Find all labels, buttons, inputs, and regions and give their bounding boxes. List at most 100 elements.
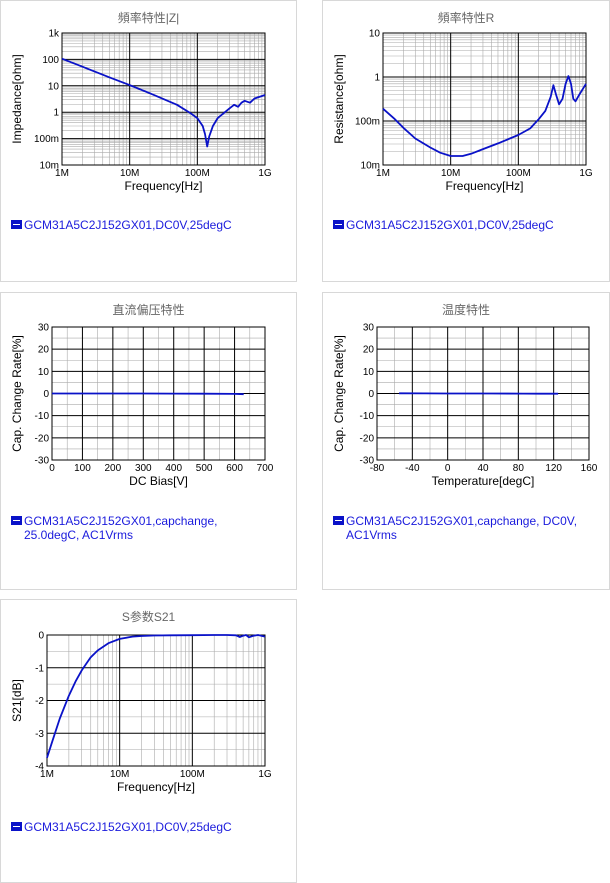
legend-label: GCM31A5C2J152GX01,DC0V,25degC (24, 218, 232, 232)
legend-label: GCM31A5C2J152GX01,DC0V,25degC (346, 218, 554, 232)
resistance-chart: 1M 10M 100M 1G 10m 100m 1 10 Frequency[Hz] Resist… (332, 29, 593, 194)
y-axis-label: Impedance[ohm] (10, 54, 24, 143)
y-tick-label: 0 (368, 389, 374, 400)
panel-title: 温度特性 (441, 303, 490, 317)
y-tick-label: 1k (48, 29, 60, 40)
y-tick-label: -20 (35, 433, 50, 444)
series-line (52, 392, 244, 396)
legend[interactable]: GCM31A5C2J152GX01,DC0V,25degC (11, 218, 232, 232)
x-tick-label: 400 (165, 463, 182, 474)
legend[interactable]: GCM31A5C2J152GX01,DC0V,25degC (11, 820, 232, 834)
panel-title: 頻率特性|Z| (117, 11, 180, 25)
y-tick-label: 10 (369, 29, 381, 40)
x-tick-label: 100M (180, 769, 205, 780)
dc-bias-panel: 直流偏压特性 0 100 200 300 400 500 600 700 -30 -20 -10 0 1… (0, 292, 297, 590)
y-axis-label: S21[dB] (10, 679, 24, 722)
x-tick-label: 10M (120, 168, 139, 179)
x-axis-label: Frequency[Hz] (445, 179, 523, 193)
y-tick-label: 10 (38, 367, 50, 378)
x-tick-label: 500 (196, 463, 213, 474)
s21-chart: 1M 10M 100M 1G -4 -3 -2 -1 0 Frequency[Hz] S21[dB] (10, 631, 272, 795)
legend-label: GCM31A5C2J152GX01,DC0V,25degC (24, 820, 232, 834)
x-tick-label: 160 (581, 463, 598, 474)
legend-swatch-icon (11, 220, 22, 229)
x-tick-label: 700 (257, 463, 274, 474)
y-tick-label: 30 (38, 323, 50, 334)
x-tick-label: 100M (506, 168, 531, 179)
y-tick-label: 30 (363, 323, 375, 334)
series-line (61, 57, 266, 148)
legend[interactable]: GCM31A5C2J152GX01,DC0V,25degC (333, 218, 554, 232)
y-tick-label: -10 (360, 411, 375, 422)
x-tick-label: 200 (105, 463, 122, 474)
legend-swatch-icon (333, 220, 344, 229)
y-tick-label: 1 (53, 108, 59, 119)
y-tick-label: -1 (35, 663, 44, 674)
x-tick-label: 600 (226, 463, 243, 474)
s21-panel: S参数S21 1M 10M 100M 1G -4 -3 -2 -1 0 Frequency[Hz]… (0, 599, 297, 883)
y-tick-label: 10 (363, 367, 375, 378)
panel-title: 直流偏压特性 (112, 303, 185, 317)
y-tick-label: 100 (42, 55, 59, 66)
panel-title: 頻率特性R (437, 11, 495, 25)
temperature-chart: -80 -40 0 40 80 120 160 -30 -20 -10 0 10 20 30 Tempera… (332, 323, 598, 489)
y-tick-label: 1 (374, 73, 380, 84)
legend-swatch-icon (11, 516, 22, 525)
x-tick-label: 1G (579, 168, 593, 179)
y-axis-label: Resistance[ohm] (332, 54, 346, 143)
y-tick-label: 10 (48, 81, 60, 92)
y-tick-label: -2 (35, 696, 44, 707)
legend[interactable]: GCM31A5C2J152GX01,capchange, DC0V, AC1Vr… (333, 514, 606, 542)
x-axis-label: Frequency[Hz] (117, 780, 195, 794)
y-tick-label: -10 (35, 411, 50, 422)
series-line (382, 75, 587, 157)
x-tick-label: 1M (55, 168, 69, 179)
resistance-panel: 頻率特性R 1M 10M 100M 1G 10m 100m 1 10 Frequency[Hz]… (322, 0, 610, 282)
plot-frame (382, 32, 587, 166)
x-tick-label: 100 (74, 463, 91, 474)
x-tick-label: 40 (477, 463, 489, 474)
y-tick-label: -20 (360, 433, 375, 444)
legend[interactable]: GCM31A5C2J152GX01,capchange, 25.0degC, A… (11, 514, 254, 542)
panel-title: S参数S21 (121, 610, 176, 624)
x-tick-label: 0 (445, 463, 451, 474)
y-tick-label: 100m (34, 134, 59, 145)
grid (382, 32, 587, 166)
legend-label: GCM31A5C2J152GX01,capchange, DC0V, AC1Vr… (346, 514, 578, 542)
y-tick-label: 10m (361, 161, 380, 172)
dc-bias-chart: 0 100 200 300 400 500 600 700 -30 -20 -10 0 10 20 30 DC… (10, 323, 274, 489)
impedance-chart: 1M 10M 100M 1G 10m 100m 1 10 100 1k Frequency[Hz] I… (10, 29, 272, 194)
x-axis-label: DC Bias[V] (129, 474, 188, 488)
y-tick-label: 0 (38, 631, 44, 642)
x-axis-label: Temperature[degC] (432, 474, 535, 488)
x-tick-label: 1M (40, 769, 54, 780)
x-tick-label: -80 (370, 463, 385, 474)
y-tick-label: 10m (40, 161, 59, 172)
x-tick-label: 0 (49, 463, 55, 474)
x-tick-label: 100M (185, 168, 210, 179)
legend-label: GCM31A5C2J152GX01,capchange, 25.0degC, A… (24, 514, 218, 542)
x-axis-label: Frequency[Hz] (124, 179, 202, 193)
x-tick-label: 1G (258, 769, 272, 780)
impedance-panel: 頻率特性|Z| 1M 10M 100M 1G 10m 100m 1 10 100 1k Freque… (0, 0, 297, 282)
x-tick-label: 10M (441, 168, 460, 179)
legend-swatch-icon (11, 822, 22, 831)
x-tick-label: 1G (258, 168, 272, 179)
grid (46, 634, 266, 767)
series-line (46, 634, 266, 759)
y-tick-label: -30 (360, 456, 375, 467)
plot-frame (61, 32, 266, 166)
y-tick-label: -30 (35, 456, 50, 467)
y-tick-label: 20 (363, 345, 375, 356)
y-tick-label: 0 (43, 389, 49, 400)
y-axis-label: Cap. Change Rate[%] (332, 335, 346, 452)
x-tick-label: -40 (405, 463, 420, 474)
temperature-panel: 温度特性 -80 -40 0 40 80 120 160 -30 -20 -10 0 10 20 30 Te… (322, 292, 610, 590)
x-tick-label: 10M (110, 769, 129, 780)
y-tick-label: -3 (35, 729, 44, 740)
y-axis-label: Cap. Change Rate[%] (10, 335, 24, 452)
x-tick-label: 120 (545, 463, 562, 474)
plot-frame (376, 326, 590, 461)
y-tick-label: 100m (355, 117, 380, 128)
y-tick-label: 20 (38, 345, 50, 356)
